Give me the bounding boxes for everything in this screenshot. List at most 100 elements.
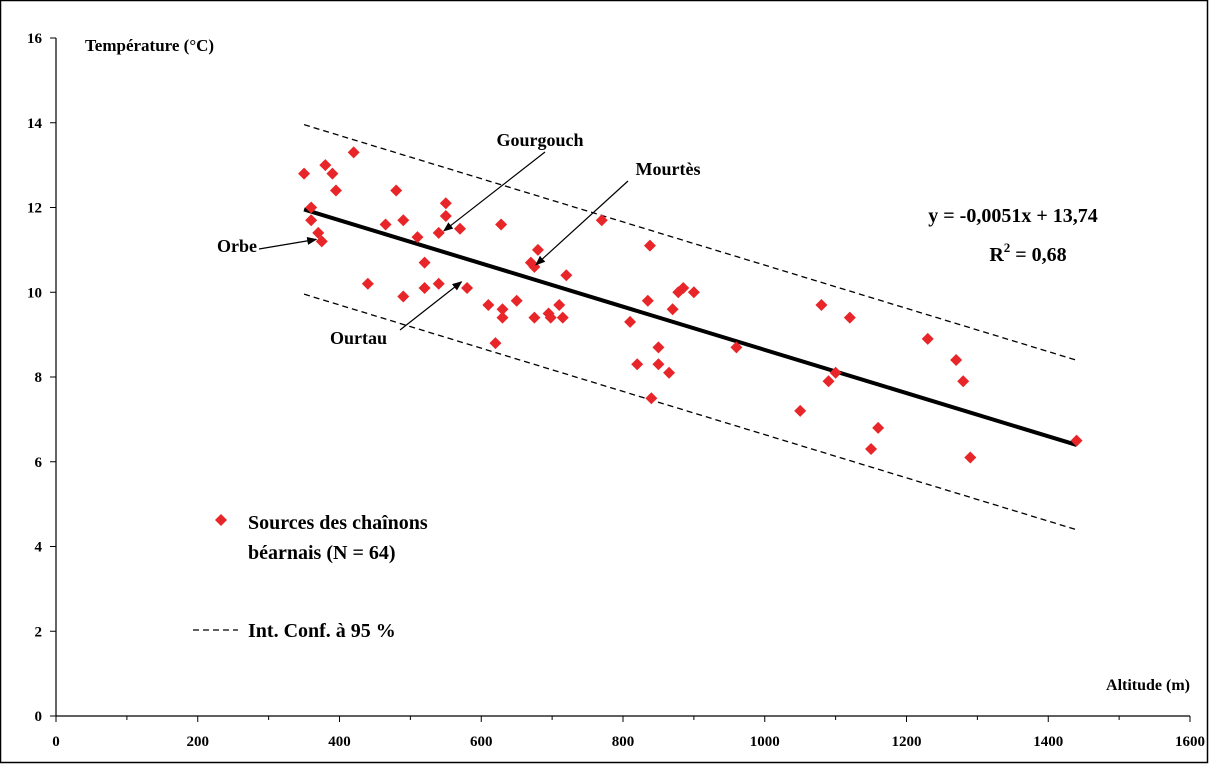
data-point: [528, 311, 541, 324]
data-point: [957, 375, 970, 388]
data-point: [645, 392, 658, 405]
data-point: [687, 286, 700, 299]
x-tick-label: 400: [328, 734, 351, 750]
annotation-label: Mourtès: [636, 159, 701, 179]
ci-lower-line: [303, 293, 1077, 531]
data-point: [453, 222, 466, 235]
regression-equation: y = -0,0051x + 13,74: [928, 205, 1097, 227]
y-tick-label: 4: [35, 540, 43, 556]
x-tick-label: 1600: [1175, 734, 1205, 750]
y-tick-label: 10: [27, 285, 42, 301]
annotation-label: Orbe: [217, 236, 257, 256]
confidence-interval-lines: [303, 124, 1077, 531]
data-point: [663, 366, 676, 379]
data-point: [411, 231, 424, 244]
data-point: [531, 243, 544, 256]
y-tick-label: 16: [27, 31, 43, 47]
data-point: [495, 218, 508, 231]
x-tick-label: 600: [470, 734, 493, 750]
x-tick-label: 800: [612, 734, 635, 750]
y-tick-label: 8: [35, 370, 43, 386]
data-point: [964, 451, 977, 464]
data-point: [510, 294, 523, 307]
x-tick-label: 0: [52, 734, 60, 750]
y-tick-label: 6: [35, 455, 43, 471]
y-tick-label: 12: [27, 201, 42, 217]
data-point: [560, 269, 573, 282]
x-axis-label: Altitude (m): [1106, 677, 1190, 694]
y-tick-label: 2: [35, 624, 43, 640]
data-point: [461, 282, 474, 295]
data-point: [950, 354, 963, 367]
data-point: [794, 404, 807, 417]
data-point: [544, 311, 557, 324]
data-point: [326, 167, 339, 180]
y-tick-label: 14: [27, 116, 43, 132]
data-point: [418, 282, 431, 295]
legend-scatter-marker: [215, 514, 227, 526]
annotation-arrow: [443, 151, 546, 232]
annotation-arrow: [399, 281, 463, 331]
annotations: Gourgouch Mourtès Orbe Ourtau: [217, 130, 700, 348]
data-point: [298, 167, 311, 180]
annotation-label: Ourtau: [330, 328, 387, 348]
data-point: [872, 421, 885, 434]
data-point: [730, 341, 743, 354]
data-point: [432, 277, 445, 290]
data-point: [652, 358, 665, 371]
regression-line-group: [303, 207, 1078, 447]
data-point: [843, 311, 856, 324]
data-point: [496, 303, 509, 316]
data-point: [489, 337, 502, 350]
data-point: [829, 366, 842, 379]
data-point: [305, 214, 318, 227]
data-point: [641, 294, 654, 307]
annotation-label: Gourgouch: [496, 130, 583, 150]
data-point: [329, 184, 342, 197]
data-point: [439, 209, 452, 222]
data-point: [397, 214, 410, 227]
y-tick-label: 0: [35, 709, 43, 725]
data-point: [390, 184, 403, 197]
annotation-arrow: [535, 180, 629, 266]
data-point: [397, 290, 410, 303]
data-points: [298, 146, 1083, 464]
r-squared-label: R2 = 0,68: [989, 240, 1066, 266]
x-tick-label: 1000: [750, 734, 780, 750]
x-tick-label: 200: [187, 734, 210, 750]
y-axis-label: Température (°C): [85, 36, 214, 55]
data-point: [652, 341, 665, 354]
data-point: [631, 358, 644, 371]
data-point: [439, 197, 452, 210]
x-tick-label: 1400: [1033, 734, 1063, 750]
legend: Sources des chaînons béarnais (N = 64) I…: [193, 512, 428, 642]
data-point: [624, 315, 637, 328]
data-point: [666, 303, 679, 316]
data-point: [319, 159, 332, 172]
data-point: [482, 298, 495, 311]
data-point: [312, 226, 325, 239]
data-point: [822, 375, 835, 388]
regression-line: [303, 207, 1078, 447]
data-point: [556, 311, 569, 324]
data-point: [553, 298, 566, 311]
data-point: [418, 256, 431, 269]
legend-ci-label: Int. Conf. à 95 %: [248, 620, 396, 642]
x-tick-label: 1200: [892, 734, 922, 750]
data-point: [432, 226, 445, 239]
data-point: [496, 311, 509, 324]
data-point: [305, 201, 318, 214]
data-point: [595, 214, 608, 227]
data-point: [1070, 434, 1083, 447]
data-point: [361, 277, 374, 290]
data-point: [865, 443, 878, 456]
data-point: [347, 146, 360, 159]
data-point: [315, 235, 328, 248]
data-point: [643, 239, 656, 252]
data-point: [921, 332, 934, 345]
legend-scatter-label-line1: Sources des chaînons: [248, 512, 428, 534]
annotation-arrow: [258, 236, 318, 250]
